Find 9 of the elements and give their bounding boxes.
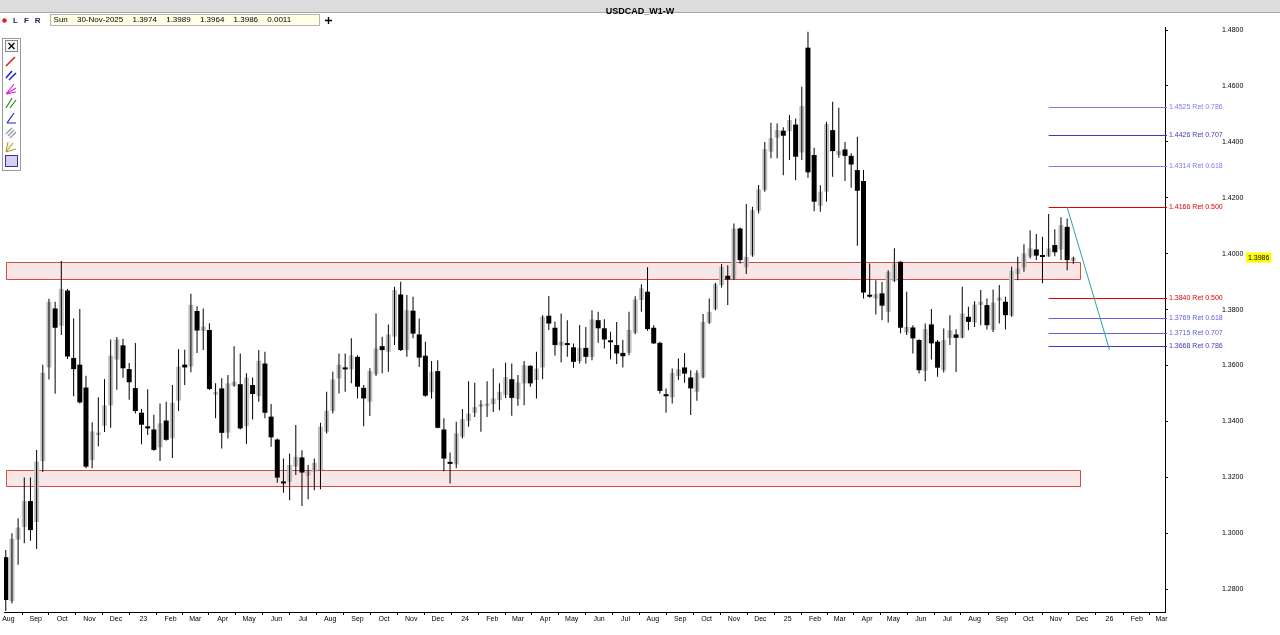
chart-title: USDCAD_W1-W xyxy=(605,6,675,17)
chart-subtitle: Sun 30-Nov-2025 1.3974 1.3989 1.3964 1.3986 0.0011 xyxy=(53,15,292,25)
text: R xyxy=(34,15,41,25)
candlestick xyxy=(478,400,484,432)
candlestick xyxy=(682,352,688,383)
text: F xyxy=(23,15,29,25)
text: L xyxy=(13,15,18,25)
candlestick xyxy=(953,329,959,372)
info-field: Sun 30-Nov-2025 1.3974 1.3989 1.3964 1.3986 0.0011 xyxy=(49,14,320,26)
